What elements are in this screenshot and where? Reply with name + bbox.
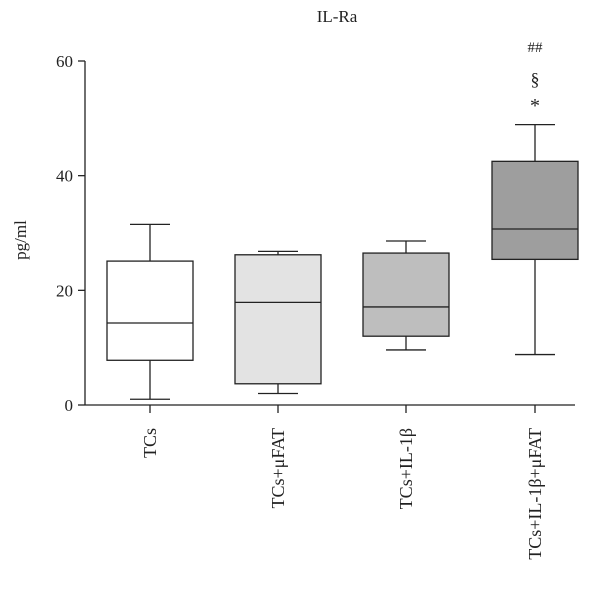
- box-group: [491, 123, 579, 356]
- box-iqr: [491, 160, 579, 261]
- box-group: [362, 240, 450, 351]
- y-tick-label: 40: [56, 167, 73, 186]
- x-tick-label: TCs+IL-1β+μFAT: [525, 428, 545, 560]
- box-iqr: [362, 252, 450, 337]
- significance-annotations: ## § *: [528, 40, 544, 117]
- box-group: [234, 250, 322, 395]
- box-series: [106, 123, 579, 400]
- y-tick-label: 20: [56, 281, 73, 300]
- significance-marker: *: [530, 95, 540, 117]
- x-axis-ticks: TCs TCs+μFAT TCs+IL-1β TCs+IL-1β+μFAT: [140, 405, 545, 560]
- box-iqr: [234, 254, 322, 385]
- significance-marker: §: [531, 69, 540, 89]
- significance-marker: ##: [528, 40, 544, 56]
- y-axis-label: pg/ml: [11, 220, 30, 260]
- x-tick-label: TCs+IL-1β: [396, 428, 416, 509]
- box-group: [106, 223, 194, 400]
- y-tick-label: 60: [56, 52, 73, 71]
- x-tick-label: TCs+μFAT: [268, 428, 288, 508]
- y-tick-label: 0: [65, 396, 74, 415]
- y-axis-ticks: 0 20 40 60: [56, 52, 85, 415]
- box-iqr: [106, 260, 194, 361]
- x-tick-label: TCs: [140, 428, 160, 458]
- chart-title: IL-Ra: [317, 7, 358, 26]
